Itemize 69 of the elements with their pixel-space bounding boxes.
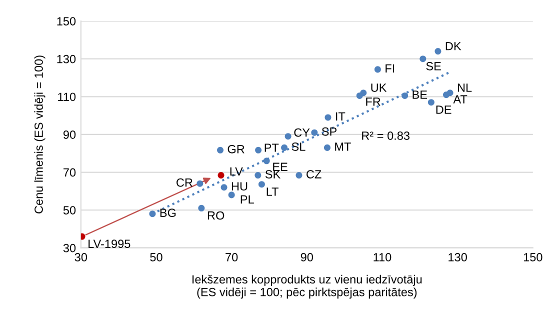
annotation: LV-1995 — [88, 240, 130, 248]
point — [255, 146, 262, 154]
point — [356, 92, 363, 99]
x-axis-title: Iekšzemes kopprodukts uz vienu iedzīvotāju (ES vidēji = 100; pēc pirktspējas paritātes) — [192, 274, 422, 299]
y-axis-title: Cenu līmenis (ES vidēji = 100) — [34, 56, 46, 214]
annotation: FR — [366, 98, 380, 106]
annotation: DK — [446, 42, 462, 50]
point — [196, 180, 204, 187]
y-tick-label: 70 — [64, 168, 76, 177]
y-tick-label: 110 — [58, 92, 76, 102]
point — [324, 114, 332, 121]
annotation: MT — [335, 142, 351, 151]
point — [446, 90, 454, 96]
point — [281, 144, 288, 151]
annotation: SE — [426, 62, 441, 70]
annotation: IT — [336, 112, 346, 121]
point — [149, 210, 156, 218]
annotation: HU — [232, 182, 248, 191]
point — [324, 144, 330, 151]
annotation: LV — [230, 167, 243, 176]
annotation: SK — [265, 170, 280, 178]
annotation: AT — [453, 95, 468, 104]
annotation: GR — [228, 144, 244, 154]
point — [311, 129, 318, 136]
point — [263, 158, 270, 164]
point — [80, 233, 86, 240]
y-tick-label: 150 — [57, 17, 76, 26]
x-tick-label: 30 — [74, 253, 88, 262]
annotation: NL — [458, 84, 472, 92]
point — [284, 133, 292, 140]
annotation: PT — [264, 144, 279, 152]
annotation: CY — [294, 128, 310, 137]
annotation: CZ — [306, 170, 322, 178]
annotation: PL — [240, 195, 254, 204]
point — [402, 92, 408, 99]
y-tick-label: 130 — [57, 54, 76, 64]
annotation: SP — [322, 127, 337, 136]
x-tick-label: 110 — [374, 253, 392, 262]
point — [420, 56, 426, 62]
annotation: SL — [292, 142, 306, 151]
point — [198, 204, 205, 212]
annotation: CR — [176, 178, 192, 187]
x-tick-label: 70 — [226, 253, 238, 262]
point — [258, 181, 265, 188]
point — [218, 172, 224, 179]
x-tick-label: 150 — [524, 253, 542, 262]
point — [217, 146, 224, 154]
annotation: RO — [208, 211, 224, 220]
annotation: DE — [436, 106, 452, 114]
point — [428, 99, 434, 106]
point — [434, 48, 442, 55]
annotation: BE — [412, 90, 428, 99]
annotation: R² = 0.83 — [362, 132, 410, 140]
x-tick-label: 50 — [150, 253, 162, 262]
point — [374, 66, 381, 73]
x-tick-label: 130 — [448, 253, 467, 262]
point — [296, 172, 302, 179]
y-tick-label: 90 — [63, 130, 76, 139]
point — [220, 184, 228, 191]
annotation: UK — [371, 84, 387, 92]
x-tick-label: 90 — [300, 253, 314, 262]
annotation: BG — [160, 208, 176, 218]
point — [254, 172, 262, 179]
annotation: EE — [273, 162, 288, 171]
annotation: FI — [386, 64, 394, 72]
y-tick-label: 50 — [63, 206, 76, 214]
point — [228, 192, 235, 198]
y-tick-label: 30 — [63, 244, 76, 252]
annotation: LT — [266, 188, 279, 196]
